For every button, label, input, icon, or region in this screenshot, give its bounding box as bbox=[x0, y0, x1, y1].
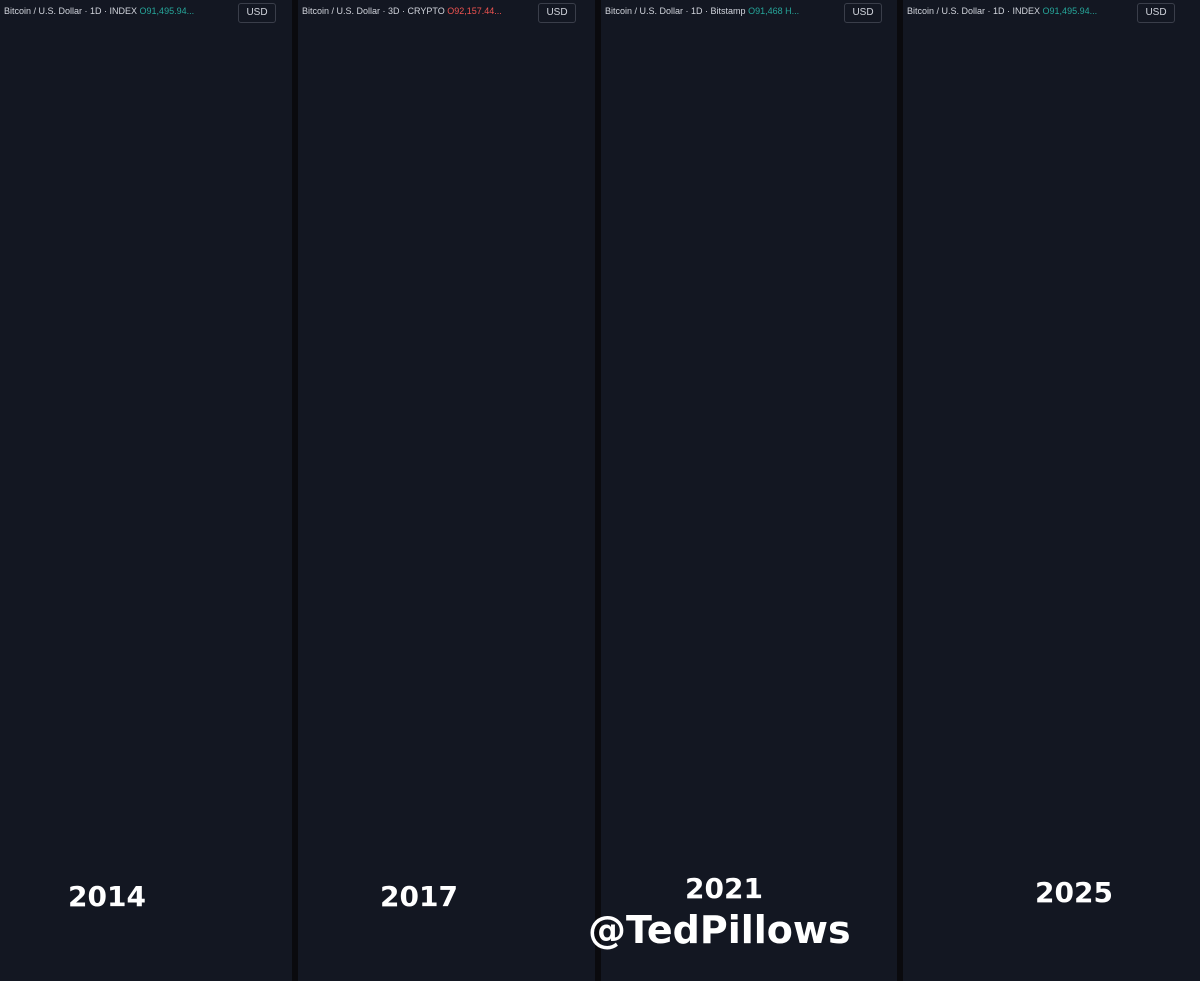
symbol-header: Bitcoin / U.S. Dollar · 1D · INDEX O91,4… bbox=[4, 6, 195, 16]
chart-panel-2025: Bitcoin / U.S. Dollar · 1D · INDEX O91,4… bbox=[903, 0, 1200, 981]
currency-button[interactable]: USD bbox=[538, 3, 576, 23]
watermark: @TedPillows bbox=[588, 908, 851, 952]
symbol-header: Bitcoin / U.S. Dollar · 1D · INDEX O91,4… bbox=[907, 6, 1098, 16]
chart-svg-2017 bbox=[298, 0, 595, 981]
year-label: 2017 bbox=[380, 880, 458, 913]
chart-panel-2021: Bitcoin / U.S. Dollar · 1D · Bitstamp O9… bbox=[601, 0, 897, 981]
currency-button[interactable]: USD bbox=[844, 3, 882, 23]
chart-panel-2017: Bitcoin / U.S. Dollar · 3D · CRYPTO O92,… bbox=[298, 0, 595, 981]
chart-svg-2014 bbox=[0, 0, 292, 981]
year-label: 2014 bbox=[68, 880, 146, 913]
panel-divider bbox=[292, 0, 298, 981]
symbol-header: Bitcoin / U.S. Dollar · 3D · CRYPTO O92,… bbox=[302, 6, 502, 16]
year-label: 2021 bbox=[685, 872, 763, 905]
symbol-header: Bitcoin / U.S. Dollar · 1D · Bitstamp O9… bbox=[605, 6, 800, 16]
chart-svg-2021 bbox=[601, 0, 897, 981]
chart-panel-2014: Bitcoin / U.S. Dollar · 1D · INDEX O91,4… bbox=[0, 0, 292, 981]
year-label: 2025 bbox=[1035, 876, 1113, 909]
panel-divider bbox=[595, 0, 601, 981]
panel-divider bbox=[897, 0, 903, 981]
currency-button[interactable]: USD bbox=[238, 3, 276, 23]
chart-svg-2025 bbox=[903, 0, 1200, 981]
currency-button[interactable]: USD bbox=[1137, 3, 1175, 23]
